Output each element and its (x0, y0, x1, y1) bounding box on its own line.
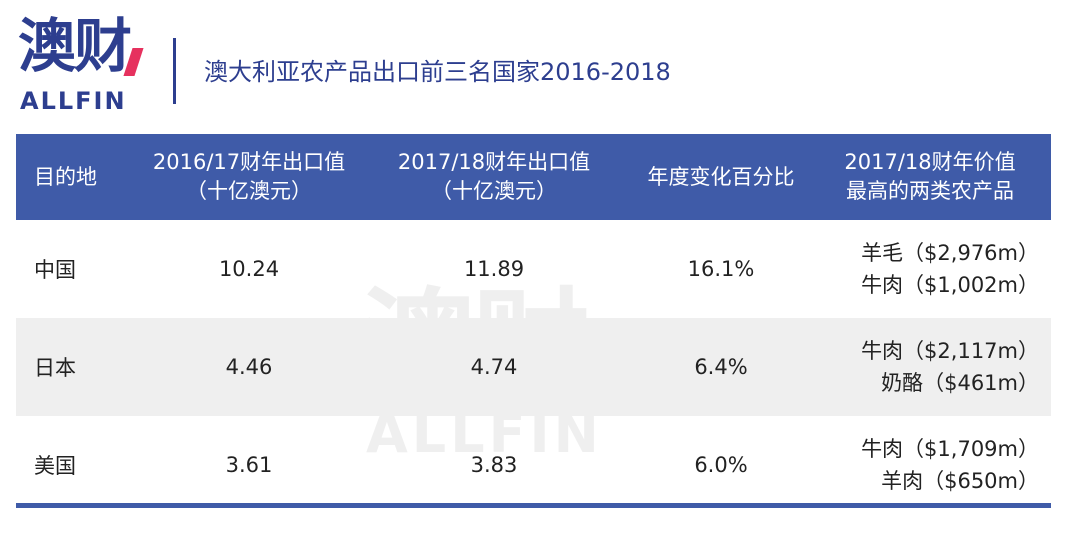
header-top-products: 2017/18财年价值 最高的两类农产品 (821, 134, 1039, 220)
logo-english-text: ALLFIN (20, 87, 127, 115)
product-2: 牛肉（$1,002m） (861, 273, 1039, 297)
export-table: 目的地 2016/17财年出口值 （十亿澳元） 2017/18财年出口值 （十亿澳元… (16, 134, 1051, 514)
header-change: 年度变化百分比 (647, 164, 795, 189)
cell-change: 6.4% (694, 355, 748, 379)
cell-top-products: 羊毛（$2,976m） 牛肉（$1,002m） (821, 220, 1039, 318)
product-2: 羊肉（$650m） (881, 469, 1039, 493)
table-row: 美国 3.61 3.83 6.0% 牛肉（$1,709m） 羊肉（$650m） (16, 416, 1051, 514)
product-1: 牛肉（$2,117m） (861, 339, 1039, 363)
cell-fy1718: 3.83 (470, 453, 518, 477)
table-header: 目的地 2016/17财年出口值 （十亿澳元） 2017/18财年出口值 （十亿澳元… (16, 134, 1051, 220)
allfin-logo: 澳财 ALLFIN (18, 10, 144, 114)
header-top-line1: 2017/18财年价值 (844, 150, 1016, 174)
logo-chinese-text: 澳财 (18, 12, 132, 80)
cell-country: 日本 (34, 356, 76, 380)
cell-top-products: 牛肉（$2,117m） 奶酪（$461m） (821, 318, 1039, 416)
table-row: 中国 10.24 11.89 16.1% 羊毛（$2,976m） 牛肉（$1,0… (16, 220, 1051, 318)
header-fy1617-line2: （十亿澳元） (186, 179, 312, 203)
bottom-rule (16, 503, 1051, 508)
cell-fy1617: 3.61 (225, 453, 273, 477)
header-fy1617-line1: 2016/17财年出口值 (152, 150, 346, 174)
product-1: 牛肉（$1,709m） (861, 437, 1039, 461)
header-fy1718-line2: （十亿澳元） (431, 179, 557, 203)
header-fy1718: 2017/18财年出口值 （十亿澳元） (379, 134, 609, 220)
header-country: 目的地 (34, 164, 97, 189)
cell-country: 中国 (34, 258, 76, 282)
cell-fy1617: 4.46 (225, 355, 273, 379)
cell-change: 6.0% (694, 453, 748, 477)
product-2: 奶酪（$461m） (881, 371, 1039, 395)
header-fy1718-line1: 2017/18财年出口值 (397, 150, 591, 174)
cell-country: 美国 (34, 454, 76, 478)
header-fy1617: 2016/17财年出口值 （十亿澳元） (134, 134, 364, 220)
cell-fy1617: 10.24 (218, 257, 280, 281)
header-top-line2: 最高的两类农产品 (846, 179, 1014, 203)
cell-change: 16.1% (687, 257, 755, 281)
table-row: 日本 4.46 4.74 6.4% 牛肉（$2,117m） 奶酪（$461m） (16, 318, 1051, 416)
product-1: 羊毛（$2,976m） (861, 241, 1039, 265)
cell-fy1718: 4.74 (470, 355, 518, 379)
cell-fy1718: 11.89 (463, 257, 525, 281)
title-divider (173, 38, 176, 104)
page-title: 澳大利亚农产品出口前三名国家2016-2018 (204, 58, 671, 86)
cell-top-products: 牛肉（$1,709m） 羊肉（$650m） (821, 416, 1039, 514)
